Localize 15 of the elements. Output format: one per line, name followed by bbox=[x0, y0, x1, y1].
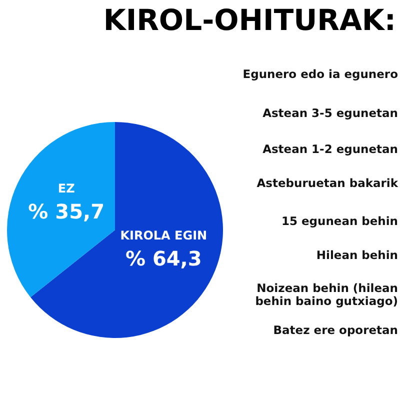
text: 15 egunean behin bbox=[281, 214, 398, 228]
data-label: % 35,7 bbox=[28, 200, 105, 224]
chart-title: KIROL-OHITURAK: bbox=[103, 3, 396, 37]
text: Astean 1-2 egunetan bbox=[262, 142, 398, 156]
pie-slice bbox=[7, 122, 115, 298]
pie-slice bbox=[30, 122, 223, 338]
text: Hilean behin bbox=[316, 248, 398, 262]
text: Egunero edo ia egunero bbox=[242, 67, 398, 81]
text: Noizean behin (hilean behin baino gutxiago) bbox=[255, 281, 398, 308]
text: Astean 3-5 egunetan bbox=[262, 106, 398, 120]
text: Batez ere oporetan bbox=[273, 323, 398, 337]
slice-label: EZ bbox=[58, 182, 76, 196]
slice-label: KIROLA EGIN bbox=[120, 228, 208, 242]
text: Asteburuetan bakarik bbox=[256, 176, 398, 190]
data-label: % 64,3 bbox=[125, 246, 202, 270]
